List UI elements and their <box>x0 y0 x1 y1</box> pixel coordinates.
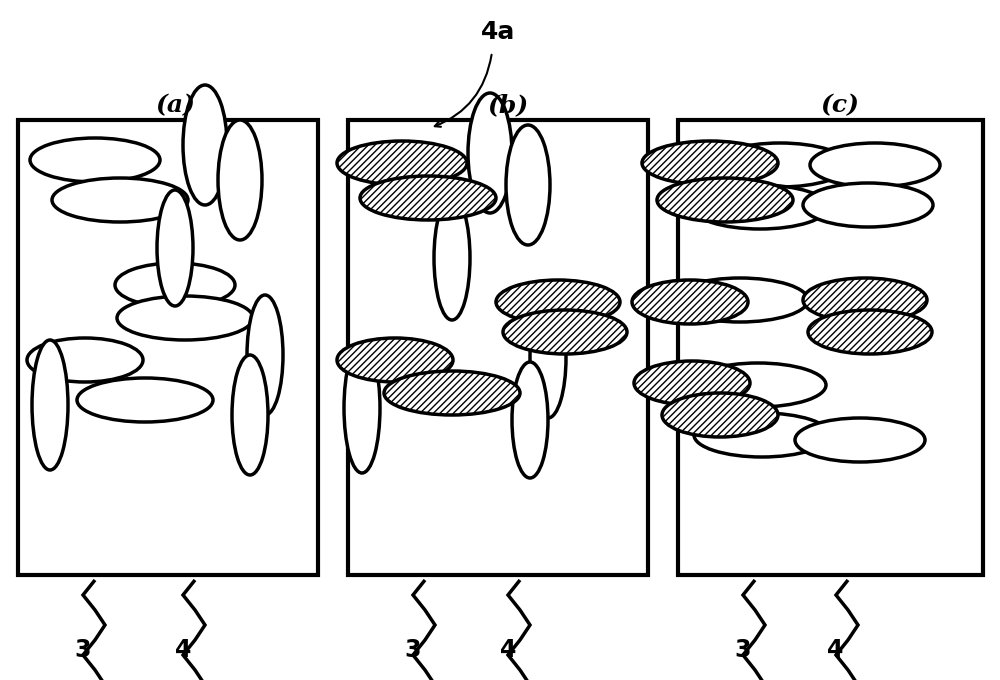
Text: 3: 3 <box>735 638 751 662</box>
Ellipse shape <box>657 178 793 222</box>
Ellipse shape <box>634 361 750 405</box>
Text: 4: 4 <box>175 638 191 662</box>
Ellipse shape <box>384 371 520 415</box>
Ellipse shape <box>247 295 283 415</box>
Text: (a): (a) <box>155 93 195 117</box>
Ellipse shape <box>803 183 933 227</box>
Text: 3: 3 <box>75 638 91 662</box>
Ellipse shape <box>337 338 453 382</box>
Text: 4: 4 <box>827 638 843 662</box>
Ellipse shape <box>218 120 262 240</box>
Ellipse shape <box>692 185 828 229</box>
Ellipse shape <box>30 138 160 182</box>
Ellipse shape <box>803 278 927 322</box>
Ellipse shape <box>503 310 627 354</box>
Ellipse shape <box>642 141 778 185</box>
Ellipse shape <box>434 196 470 320</box>
Bar <box>678 120 983 575</box>
Bar <box>348 120 648 575</box>
Bar <box>18 120 318 575</box>
Ellipse shape <box>506 125 550 245</box>
Ellipse shape <box>32 340 68 470</box>
Ellipse shape <box>360 176 496 220</box>
Ellipse shape <box>808 310 932 354</box>
Ellipse shape <box>115 263 235 307</box>
Ellipse shape <box>52 178 188 222</box>
Ellipse shape <box>468 93 512 213</box>
Ellipse shape <box>337 141 467 185</box>
Ellipse shape <box>27 338 143 382</box>
Ellipse shape <box>672 278 808 322</box>
Ellipse shape <box>690 363 826 407</box>
Ellipse shape <box>632 280 748 324</box>
Ellipse shape <box>344 343 380 473</box>
Ellipse shape <box>117 296 253 340</box>
Text: (b): (b) <box>487 93 529 117</box>
Text: 4: 4 <box>500 638 516 662</box>
Ellipse shape <box>795 418 925 462</box>
Text: 4a: 4a <box>481 20 515 44</box>
Ellipse shape <box>694 413 830 457</box>
Ellipse shape <box>157 190 193 306</box>
Ellipse shape <box>77 378 213 422</box>
Ellipse shape <box>512 362 548 478</box>
Ellipse shape <box>496 280 620 324</box>
Ellipse shape <box>530 298 566 418</box>
Text: 3: 3 <box>405 638 421 662</box>
Ellipse shape <box>183 85 227 205</box>
Ellipse shape <box>712 143 848 187</box>
Text: (c): (c) <box>820 93 860 117</box>
Ellipse shape <box>810 143 940 187</box>
Ellipse shape <box>232 355 268 475</box>
Ellipse shape <box>662 393 778 437</box>
